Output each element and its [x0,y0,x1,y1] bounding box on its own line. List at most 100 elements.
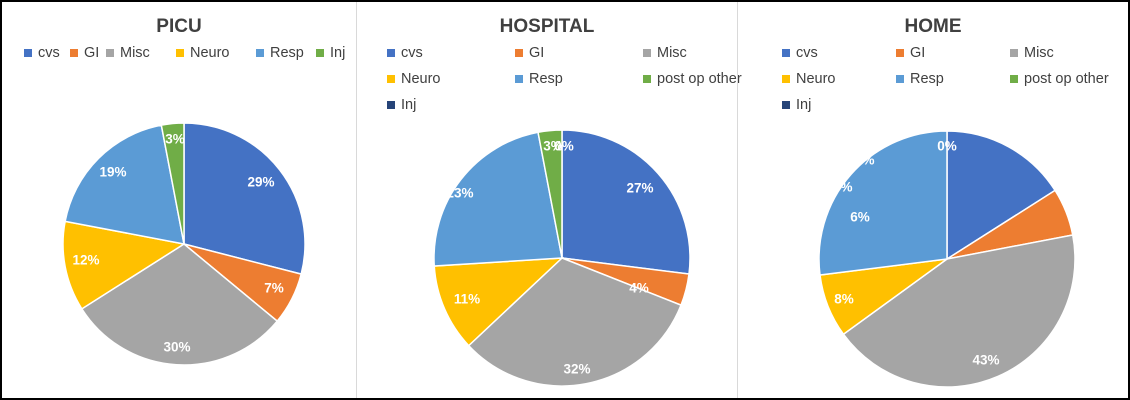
pie-slice-resp [818,130,948,276]
pie-chart-picu: PICU cvs GI Misc Neuro Resp Inj 29% 7% 30% 12% 19%… [2,2,356,398]
legend-item-resp: Resp [515,71,563,87]
pie-slice-misc [80,243,279,366]
legend-swatch [1010,75,1018,83]
data-label-gi: 6% [850,210,870,225]
legend-swatch [176,49,184,57]
data-label-misc: 43% [972,353,999,368]
legend-label: Neuro [190,45,230,61]
legend-swatch [316,49,324,57]
legend-label: cvs [401,45,423,61]
data-label-cvs: 29% [247,175,274,190]
legend-item-inj: Inj [316,45,345,61]
legend-label: GI [910,45,926,61]
legend-item-post-op-other: post op other [1010,71,1109,87]
pie-slice-inj [160,122,185,245]
legend-item-inj: Inj [387,97,416,113]
legend-swatch [782,49,790,57]
legend-label: GI [529,45,545,61]
legend-item-inj: Inj [782,97,811,113]
legend-item-neuro: Neuro [387,71,441,87]
pie-slice-post-op-other [537,129,563,259]
legend-label: cvs [38,45,60,61]
legend-label: GI [84,45,100,61]
pie-slice-neuro [62,220,187,310]
legend-label: Neuro [796,71,836,87]
panel-divider [356,2,357,398]
legend-swatch [782,75,790,83]
legend-swatch [515,49,523,57]
legend-label: Misc [657,45,687,61]
legend-item-misc: Misc [106,45,150,61]
legend-item-resp: Resp [896,71,944,87]
pie-slice-cvs [183,122,306,276]
pie-chart-home: HOME cvs GI Misc Neuro Resp post op other Inj 1… [738,2,1128,398]
legend-item-neuro: Neuro [176,45,230,61]
legend-swatch [896,75,904,83]
legend-label: Neuro [401,71,441,87]
data-label-inj: 3% [165,132,185,147]
legend-item-cvs: cvs [24,45,60,61]
legend-label: Misc [1024,45,1054,61]
legend-item-gi: GI [70,45,99,61]
legend-swatch [106,49,114,57]
legend-item-post-op-other: post op other [643,71,742,87]
legend-label: Inj [401,97,417,113]
legend-swatch [256,49,264,57]
legend-label: post op other [657,71,742,87]
data-label-misc: 32% [563,362,590,377]
data-label-resp: 27% [825,180,852,195]
legend-item-neuro: Neuro [782,71,836,87]
panel-divider [737,2,738,398]
legend-label: Misc [120,45,150,61]
legend-swatch [1010,49,1018,57]
data-label-cvs: 16% [847,153,874,168]
legend-label: post op other [1024,71,1109,87]
pie-slice-neuro [433,257,565,347]
legend-item-cvs: cvs [387,45,423,61]
pie-svg: 29% 7% 30% 12% 19% 3% [62,122,306,366]
legend-item-cvs: cvs [782,45,818,61]
pie-svg: 27% 4% 32% 11% 23% 3%0% [433,129,691,387]
legend-label: Resp [270,45,304,61]
legend-swatch [24,49,32,57]
data-label-inj: 0% [554,139,574,154]
legend-label: Inj [330,45,346,61]
pie-svg: 16% 6% 43% 8% 27% 0% [818,130,1076,388]
legend-swatch [515,75,523,83]
data-label-gi: 4% [629,281,649,296]
data-label-gi: 7% [264,281,284,296]
chart-title: HOSPITAL [499,16,595,37]
legend-label: Resp [910,71,944,87]
data-label-neuro: 8% [834,292,854,307]
data-label-neuro: 12% [72,253,99,268]
pie-slice-misc [467,257,682,387]
legend-swatch [70,49,78,57]
legend-swatch [387,49,395,57]
chart-title: HOME [904,16,962,37]
pie-slice-resp [433,131,563,267]
legend-label: cvs [796,45,818,61]
chart-title: PICU [156,16,202,37]
data-label-neuro: 11% [454,292,480,307]
legend-swatch [643,75,651,83]
pie-slice-cvs [561,129,691,275]
legend-swatch [643,49,651,57]
legend-swatch [387,75,395,83]
data-label-post-op-other: 3% [543,139,563,154]
legend-item-gi: GI [515,45,544,61]
legend-item-misc: Misc [1010,45,1054,61]
legend-swatch [896,49,904,57]
pie-chart-hospital: HOSPITAL cvs GI Misc Neuro Resp post op other… [357,2,742,398]
pie-slice-resp [64,124,185,245]
legend-swatch [782,101,790,109]
pie-slice-cvs [946,130,1057,261]
legend-label: Resp [529,71,563,87]
legend-swatch [387,101,395,109]
legend-item-misc: Misc [643,45,687,61]
data-label-resp: 19% [99,165,126,180]
data-label-resp: 23% [446,186,473,201]
pie-slice-misc [842,234,1076,388]
data-label-post-op-other: 0% [937,139,957,154]
data-label-misc: 30% [163,340,190,355]
